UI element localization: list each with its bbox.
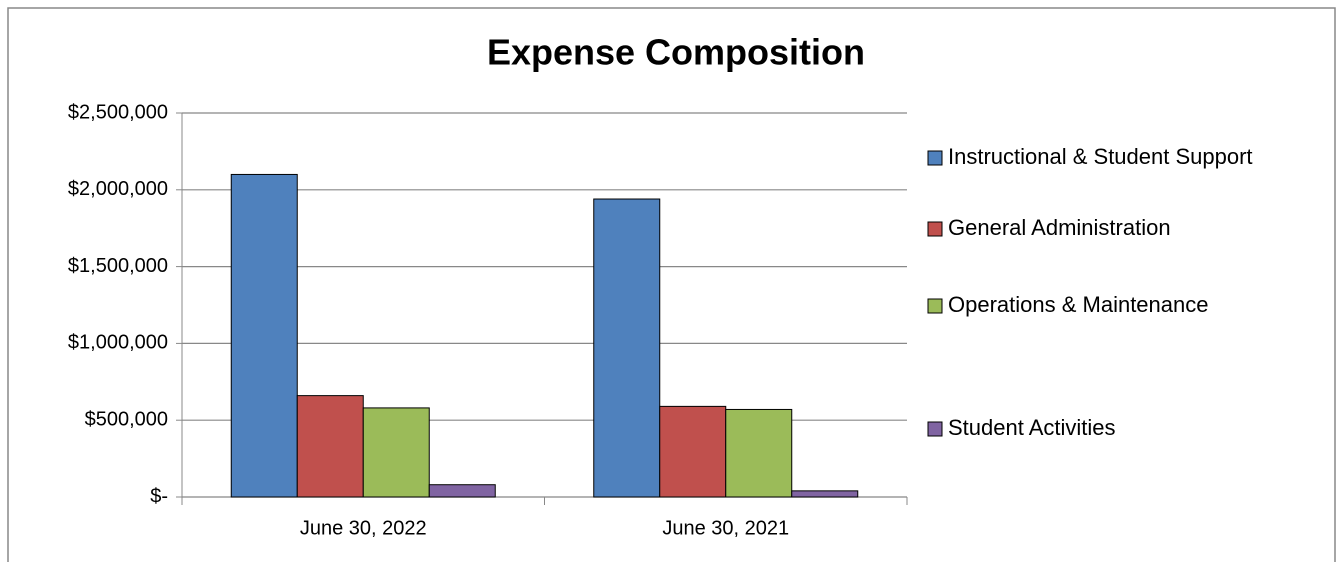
y-tick-label: $1,000,000 <box>68 332 168 354</box>
legend-swatch <box>927 150 943 166</box>
legend-swatch <box>927 221 943 237</box>
chart-frame <box>7 7 1336 562</box>
bar <box>230 173 298 498</box>
bar <box>428 484 496 498</box>
x-tick-label: June 30, 2021 <box>662 517 789 539</box>
chart-title: Expense Composition <box>487 32 865 73</box>
y-tick-label: $- <box>150 485 168 507</box>
legend-label: General Administration <box>948 215 1171 240</box>
bar <box>791 490 859 498</box>
legend-label: Student Activities <box>948 415 1116 440</box>
y-tick-label: $1,500,000 <box>68 255 168 277</box>
legend-swatch <box>927 298 943 314</box>
legend-label: Instructional & Student Support <box>948 144 1253 169</box>
bar <box>362 407 430 498</box>
y-tick-label: $2,500,000 <box>68 101 168 123</box>
bar <box>725 408 793 498</box>
bar <box>659 405 727 498</box>
y-tick-label: $500,000 <box>85 408 168 430</box>
x-tick-label: June 30, 2022 <box>300 517 427 539</box>
y-tick-label: $2,000,000 <box>68 178 168 200</box>
bar <box>296 395 364 498</box>
legend-label: Operations & Maintenance <box>948 292 1209 317</box>
legend-swatch <box>927 421 943 437</box>
bar <box>593 198 661 498</box>
